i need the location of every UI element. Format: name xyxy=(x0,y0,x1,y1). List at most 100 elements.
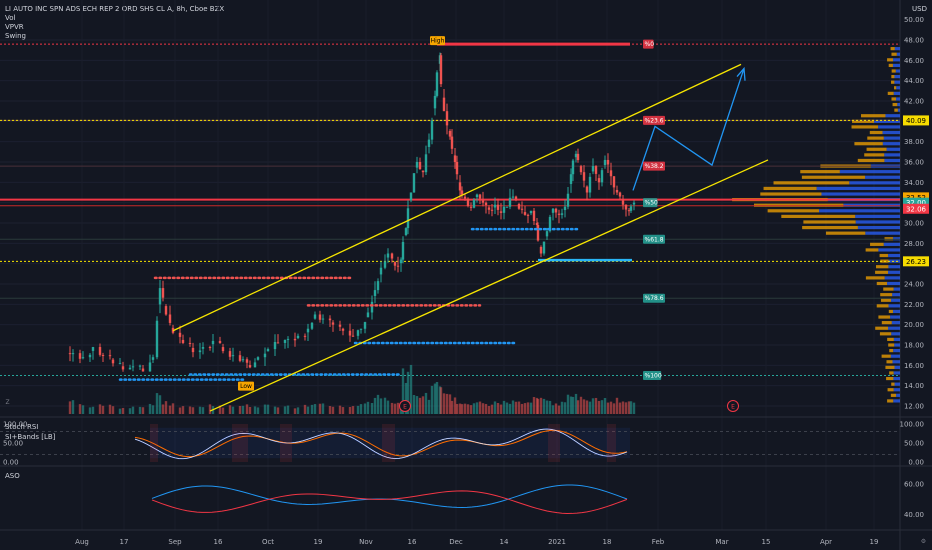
volume-bar xyxy=(241,405,245,414)
candle-body xyxy=(415,162,419,168)
vp-bar-buy xyxy=(892,309,900,314)
settings-gear-icon[interactable]: ⚙ xyxy=(920,538,927,545)
earnings-label: E xyxy=(731,404,735,411)
tag-32-00-box xyxy=(903,197,929,208)
vp-bar-buy xyxy=(893,399,900,403)
volume-bar xyxy=(256,407,260,414)
time-tick-label: 14 xyxy=(500,538,509,546)
currency-label[interactable]: USD xyxy=(912,5,927,13)
vp-bar-buy xyxy=(849,181,900,185)
vp-bar-buy xyxy=(893,237,900,241)
vp-bar-sell xyxy=(891,97,897,101)
vp-bar-sell xyxy=(870,242,884,246)
vp-bar-buy xyxy=(890,354,900,358)
price-tick-label: 30.00 xyxy=(904,220,924,228)
vp-bar-buy xyxy=(882,142,900,146)
candle-body xyxy=(138,365,142,367)
price-tick-label: 50.00 xyxy=(904,16,924,24)
fib-100-label: %100 xyxy=(645,373,662,380)
volume-bar xyxy=(238,405,242,414)
volume-bar xyxy=(341,407,345,414)
candle-body xyxy=(493,204,497,208)
vp-bar-sell xyxy=(886,376,894,381)
vp-bar-sell xyxy=(894,86,897,90)
candle-body xyxy=(256,357,260,360)
candle-body xyxy=(535,223,539,226)
candle-body xyxy=(168,314,172,323)
candle-body xyxy=(487,207,491,210)
volume-bar xyxy=(276,407,280,414)
drawings: High Low %0 %23.6 %38.2 %50 %61.8 %78.6 %100 E E xyxy=(118,36,769,412)
volume-bar xyxy=(328,406,332,414)
volume-bar xyxy=(493,401,497,414)
volume-bar xyxy=(201,407,205,414)
time-tick-label: Oct xyxy=(262,538,274,546)
time-tick-label: Feb xyxy=(652,538,665,546)
stoch-axis-label: 100.00 xyxy=(900,421,925,429)
candle-body xyxy=(496,204,500,210)
tag-40-09-box xyxy=(903,115,929,126)
candle-body xyxy=(478,194,482,199)
vp-bar-buy xyxy=(894,365,900,369)
price-tick-label: 46.00 xyxy=(904,57,924,65)
indicator-vol-label[interactable]: Vol xyxy=(5,14,16,22)
candle-body xyxy=(588,176,592,193)
si-bands-label[interactable]: SI+Bands [LB] xyxy=(5,433,56,441)
symbol-title[interactable]: LI AUTO INC SPN ADS ECH REP 2 ORD SHS CL… xyxy=(5,5,225,13)
vp-bar-buy xyxy=(843,203,900,207)
volume-bar xyxy=(627,401,631,414)
candle-body xyxy=(101,355,105,357)
volume-bar xyxy=(379,398,383,414)
volume-bar xyxy=(148,403,152,414)
volume-bar xyxy=(453,397,457,414)
vp-bar-sell xyxy=(880,298,892,302)
zoom-icon[interactable]: Z xyxy=(5,399,10,406)
candle-body xyxy=(390,253,394,259)
candle-body xyxy=(383,261,387,268)
price-tick-label: 42.00 xyxy=(904,98,924,106)
vp-bar-buy xyxy=(878,125,900,129)
vp-bar-sell xyxy=(891,69,896,73)
vp-bar-buy xyxy=(894,80,900,84)
candle-body xyxy=(579,166,583,173)
volume-bar xyxy=(632,402,636,414)
candle-body xyxy=(98,347,102,355)
candle-body xyxy=(366,312,370,318)
candle-body xyxy=(484,202,488,206)
low-label-box xyxy=(238,381,254,391)
stoch-rsi-label[interactable]: Stoch RSI xyxy=(5,423,39,431)
candle-body xyxy=(520,208,524,210)
low-label: Low xyxy=(240,383,252,390)
indicator-vpvr-label[interactable]: VPVR xyxy=(5,23,24,31)
candle-body xyxy=(273,341,277,350)
volume-bar xyxy=(366,401,370,414)
volume-bar xyxy=(221,407,225,414)
vp-bar-buy xyxy=(890,315,900,319)
volume-bar xyxy=(318,403,322,414)
candle-body xyxy=(401,242,405,260)
candle-body xyxy=(600,170,604,183)
indicator-swing-label[interactable]: Swing xyxy=(5,32,26,40)
candle-body xyxy=(78,353,82,359)
tag-32-06: 32.06 xyxy=(906,205,927,213)
candle-body xyxy=(591,166,595,172)
vp-bar-buy xyxy=(874,119,900,123)
vp-bar-buy xyxy=(886,147,900,151)
candle-body xyxy=(606,159,610,165)
volume-bar xyxy=(548,400,552,414)
candle-body xyxy=(128,367,132,370)
candle-body xyxy=(241,359,245,361)
volume-bar xyxy=(118,408,122,414)
candle-body xyxy=(399,259,403,264)
volume-bar xyxy=(331,406,335,414)
candle-body xyxy=(341,328,345,331)
volume-bar xyxy=(168,405,172,414)
aso-label[interactable]: ASO xyxy=(5,472,20,480)
vp-bar-buy xyxy=(896,393,900,397)
candle-body xyxy=(490,209,494,211)
volume-bar xyxy=(155,393,159,414)
volume-bar xyxy=(306,406,310,414)
volume-bar xyxy=(359,404,363,414)
vp-bar-sell xyxy=(861,114,886,118)
